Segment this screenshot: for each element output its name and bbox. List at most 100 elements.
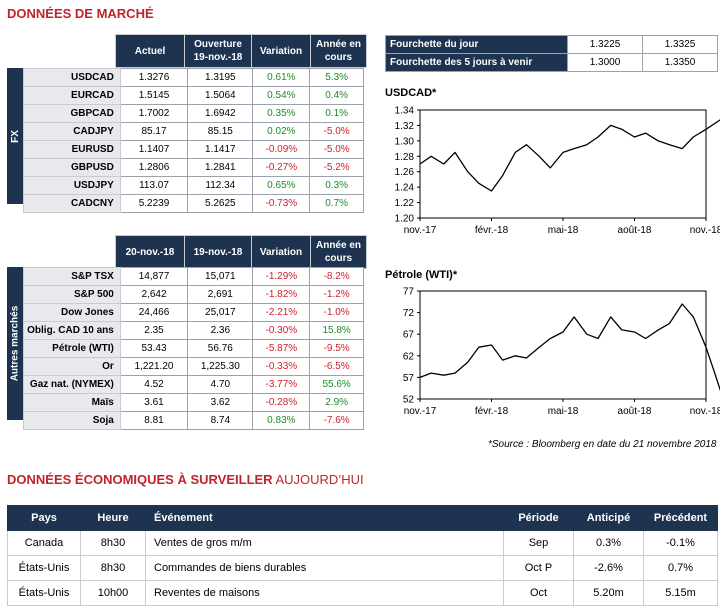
other-row-value2: 3.62: [187, 393, 254, 412]
eco-row-evenement: Commandes de biens durables: [145, 555, 504, 581]
eco-col-pays: Pays: [7, 505, 81, 531]
y-tick-label: 1.24: [395, 183, 415, 194]
other-col-annee: Année en cours: [310, 235, 367, 269]
other-row-variation: -1.29%: [252, 267, 311, 286]
fx-col-variation: Variation: [251, 34, 311, 68]
fx-row-ouverture: 1.3195: [187, 68, 254, 87]
fx-row-variation: 0.35%: [252, 104, 311, 123]
fx-row-ouverture: 1.5064: [187, 86, 254, 105]
fx-table: USDCAD 1.3276 1.3195 0.61% 5.3% EURCAD 1.5145 1…: [23, 68, 364, 213]
series-line: [419, 119, 720, 192]
other-row-value1: 1,221.20: [119, 357, 189, 376]
other-row-name: S&P 500: [23, 285, 121, 304]
other-row-value1: 2,642: [119, 285, 189, 304]
other-row-annee: 55.6%: [309, 375, 364, 394]
fx-row-actuel: 85.17: [119, 122, 189, 141]
eco-row: Canada 8h30 Ventes de gros m/m Sep 0.3% -0.1%: [7, 530, 718, 556]
eco-row-pays: Canada: [7, 530, 81, 556]
fx-header: Actuel Ouverture 19-nov.-18 Variation An…: [115, 34, 367, 68]
x-tick-label: août-18: [618, 225, 652, 236]
other-row-variation: 0.83%: [252, 411, 311, 430]
x-tick-label: nov.-18: [690, 406, 720, 417]
fx-row-variation: -0.27%: [252, 158, 311, 177]
other-row-value2: 8.74: [187, 411, 254, 430]
fx-row-name: USDCAD: [23, 68, 121, 87]
y-tick-label: 62: [403, 351, 415, 362]
range-low: 1.3000: [567, 53, 643, 72]
fx-row-ouverture: 1.2841: [187, 158, 254, 177]
range-label: Fourchette du jour: [385, 35, 568, 54]
fx-row-annee: 0.7%: [309, 194, 364, 213]
range-low: 1.3225: [567, 35, 643, 54]
other-row-value1: 14,877: [119, 267, 189, 286]
eco-row-heure: 8h30: [80, 555, 146, 581]
fx-row: EURCAD 1.5145 1.5064 0.54% 0.4%: [23, 86, 364, 105]
fx-row-name: GBPCAD: [23, 104, 121, 123]
range-high: 1.3325: [642, 35, 718, 54]
eco-row-periode: Sep: [503, 530, 574, 556]
fx-row: EURUSD 1.1407 1.1417 -0.09% -5.0%: [23, 140, 364, 159]
fx-side-label: FX: [7, 68, 23, 204]
fx-row-variation: 0.65%: [252, 176, 311, 195]
y-tick-label: 1.30: [395, 136, 415, 147]
source-note: *Source : Bloomberg en date du 21 novemb…: [488, 439, 717, 450]
other-row: S&P TSX 14,877 15,071 -1.29% -8.2%: [23, 267, 364, 286]
fx-row-name: USDJPY: [23, 176, 121, 195]
other-row-value2: 25,017: [187, 303, 254, 322]
usdcad-chart-title: USDCAD*: [385, 87, 437, 99]
range-label: Fourchette des 5 jours à venir: [385, 53, 568, 72]
range-row: Fourchette des 5 jours à venir 1.3000 1.33…: [385, 53, 718, 72]
y-tick-label: 67: [403, 330, 415, 341]
other-table: S&P TSX 14,877 15,071 -1.29% -8.2% S&P 500 2,6…: [23, 267, 364, 430]
other-row-variation: -0.33%: [252, 357, 311, 376]
other-row-annee: -8.2%: [309, 267, 364, 286]
fx-row-variation: -0.73%: [252, 194, 311, 213]
other-row-annee: 2.9%: [309, 393, 364, 412]
eco-title: DONNÉES ÉCONOMIQUES À SURVEILLER AUJOURD…: [7, 472, 364, 487]
page-title: DONNÉES DE MARCHÉ: [7, 6, 154, 21]
eco-row-precedent: 0.7%: [643, 555, 718, 581]
other-row-variation: -5.87%: [252, 339, 311, 358]
other-col-date2: 19-nov.-18: [184, 235, 252, 269]
fx-col-annee: Année en cours: [310, 34, 367, 68]
eco-col-precedent: Précédent: [643, 505, 718, 531]
fx-row-name: CADJPY: [23, 122, 121, 141]
other-header: 20-nov.-18 19-nov.-18 Variation Année en…: [115, 235, 367, 269]
other-col-date1: 20-nov.-18: [115, 235, 185, 269]
other-row-name: Maïs: [23, 393, 121, 412]
range-row: Fourchette du jour 1.3225 1.3325: [385, 35, 718, 54]
other-row: S&P 500 2,642 2,691 -1.82% -1.2%: [23, 285, 364, 304]
other-row-variation: -0.30%: [252, 321, 311, 340]
other-row-variation: -1.82%: [252, 285, 311, 304]
fx-row-ouverture: 5.2625: [187, 194, 254, 213]
other-row-annee: -9.5%: [309, 339, 364, 358]
fx-col-ouverture: Ouverture 19-nov.-18: [184, 34, 252, 68]
x-tick-label: mai-18: [548, 225, 579, 236]
fx-row-variation: 0.61%: [252, 68, 311, 87]
other-row-value2: 56.76: [187, 339, 254, 358]
x-tick-label: nov.-17: [404, 225, 437, 236]
fx-row: CADJPY 85.17 85.15 0.02% -5.0%: [23, 122, 364, 141]
other-row-annee: -1.0%: [309, 303, 364, 322]
other-row-variation: -3.77%: [252, 375, 311, 394]
fx-row-actuel: 1.2806: [119, 158, 189, 177]
eco-row-periode: Oct P: [503, 555, 574, 581]
y-tick-label: 1.32: [395, 121, 415, 132]
fx-row-name: EURUSD: [23, 140, 121, 159]
other-row-annee: -6.5%: [309, 357, 364, 376]
y-tick-label: 1.22: [395, 198, 415, 209]
eco-row-anticipe: 0.3%: [573, 530, 644, 556]
plot-frame: [419, 290, 707, 400]
other-col-variation: Variation: [251, 235, 311, 269]
other-row: Maïs 3.61 3.62 -0.28% 2.9%: [23, 393, 364, 412]
eco-col-periode: Période: [503, 505, 574, 531]
fx-row-actuel: 1.1407: [119, 140, 189, 159]
fx-row-actuel: 1.7002: [119, 104, 189, 123]
eco-row-pays: États-Unis: [7, 555, 81, 581]
y-tick-label: 1.34: [395, 106, 415, 117]
fx-row: GBPCAD 1.7002 1.6942 0.35% 0.1%: [23, 104, 364, 123]
other-row-annee: 15.8%: [309, 321, 364, 340]
fx-row-variation: 0.54%: [252, 86, 311, 105]
fx-row-actuel: 5.2239: [119, 194, 189, 213]
